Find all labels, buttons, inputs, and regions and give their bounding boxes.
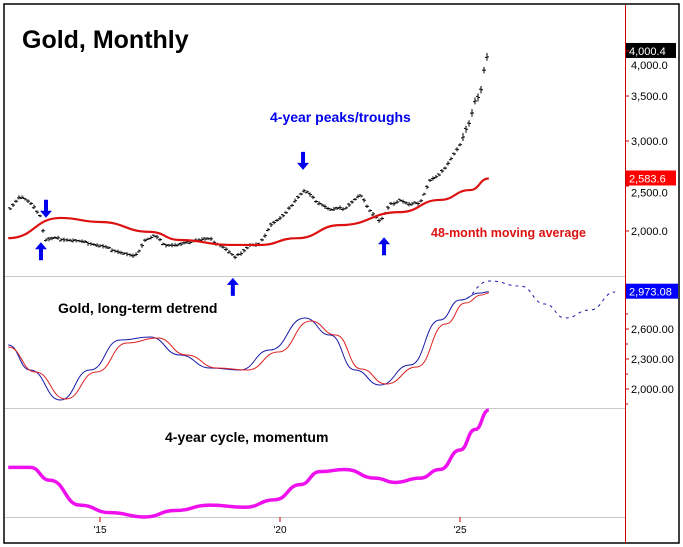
momentum-line bbox=[8, 408, 490, 519]
x-tick-label: '20 bbox=[273, 525, 286, 536]
y-tick-label: 3,500.0 bbox=[631, 91, 668, 103]
moving-average-value-badge: 2,583.6 bbox=[629, 173, 666, 185]
y-tick-label: 4,000.0 bbox=[631, 60, 668, 72]
detrend-value-badge: 2,973.08 bbox=[629, 287, 672, 299]
detrend-title: Gold, long-term detrend bbox=[58, 300, 217, 316]
detrend-value-badge-bg bbox=[626, 283, 678, 299]
trough-arrow-up-icon bbox=[34, 242, 47, 261]
detrend-forecast-line bbox=[459, 280, 616, 319]
detrend-signal-line bbox=[8, 292, 489, 400]
chart-title: Gold, Monthly bbox=[22, 26, 189, 54]
annotation-peaks-troughs: 4-year peaks/troughs bbox=[270, 109, 411, 125]
detrend-line bbox=[8, 291, 489, 401]
trough-arrow-up-icon bbox=[226, 277, 239, 296]
peak-arrow-down-icon bbox=[297, 151, 310, 170]
moving-average-label: 48-month moving average bbox=[431, 226, 586, 240]
y-tick-label: 2,500.0 bbox=[631, 187, 668, 199]
y-tick-label: 2,600.00 bbox=[631, 324, 674, 336]
x-tick-label: '25 bbox=[453, 525, 466, 536]
x-tick-label: '15 bbox=[93, 525, 106, 536]
y-tick-label: 2,000.00 bbox=[631, 384, 674, 396]
moving-average-value-badge-bg bbox=[626, 170, 676, 186]
y-tick-label: 2,300.00 bbox=[631, 354, 674, 366]
last-price-badge: 4,000.4 bbox=[629, 46, 666, 58]
y-tick-label: 2,000.0 bbox=[631, 226, 668, 238]
chart-frame bbox=[3, 3, 680, 544]
y-tick-label: 3,000.0 bbox=[631, 136, 668, 148]
last-price-badge-bg bbox=[626, 42, 676, 58]
peak-arrow-down-icon bbox=[40, 199, 52, 218]
trough-arrow-up-icon bbox=[378, 237, 391, 256]
momentum-title: 4-year cycle, momentum bbox=[165, 429, 328, 445]
moving-average-line bbox=[8, 177, 489, 247]
